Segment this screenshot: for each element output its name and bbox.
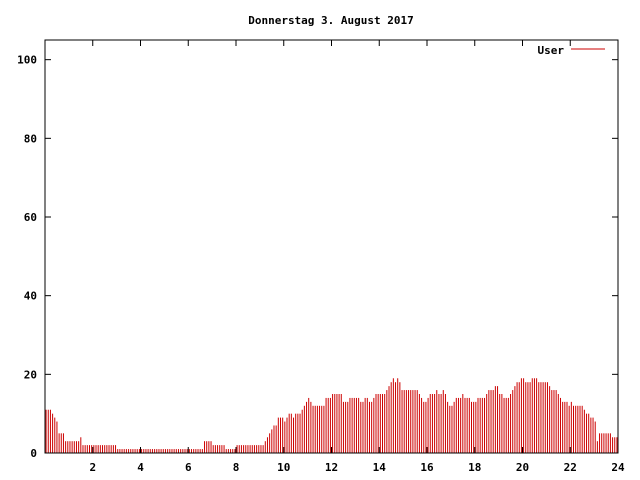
- x-tick-label: 14: [373, 461, 387, 474]
- x-tick-label: 2: [89, 461, 96, 474]
- x-tick-label: 16: [420, 461, 434, 474]
- x-tick-label: 4: [137, 461, 144, 474]
- legend-label: User: [538, 44, 565, 57]
- x-tick-label: 24: [611, 461, 625, 474]
- y-tick-label: 100: [17, 54, 37, 67]
- x-tick-label: 22: [564, 461, 577, 474]
- plot-frame: [44, 39, 619, 454]
- x-tick-label: 18: [468, 461, 481, 474]
- x-tick-label: 6: [185, 461, 192, 474]
- y-tick-label: 20: [24, 368, 37, 381]
- legend: User: [538, 44, 605, 57]
- y-tick-label: 40: [24, 290, 37, 303]
- x-tick-label: 10: [277, 461, 290, 474]
- y-tick-label: 60: [24, 211, 37, 224]
- x-tick-label: 8: [233, 461, 240, 474]
- y-tick-label: 0: [30, 447, 37, 460]
- x-tick-label: 20: [516, 461, 529, 474]
- y-tick-label: 80: [24, 132, 37, 145]
- bar-series: [45, 378, 618, 453]
- chart-title: Donnerstag 3. August 2017: [248, 14, 414, 27]
- x-tick-label: 12: [325, 461, 338, 474]
